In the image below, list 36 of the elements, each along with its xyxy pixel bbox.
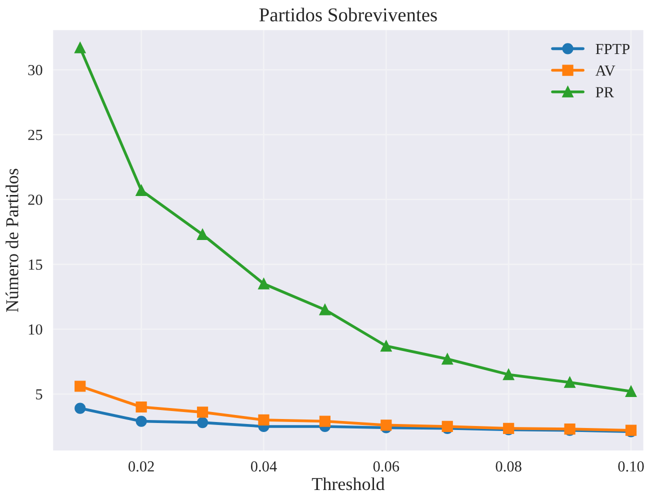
x-axis-title: Threshold [312,477,385,490]
legend-label: AV [595,66,616,76]
x-tick-label: 0.10 [618,461,644,472]
point [380,340,392,352]
point [503,369,514,380]
x-tick-label: 0.04 [250,461,277,472]
y-tick-label: 5 [36,389,42,400]
point [319,304,331,316]
point [74,380,86,392]
y-tick-label: 10 [28,324,42,335]
y-tick-label: 25 [28,130,42,140]
point [625,386,637,397]
point [258,414,270,426]
point [196,417,208,428]
point [74,42,86,54]
point [136,401,147,413]
point [319,416,331,427]
x-tick-label: 0.08 [496,461,522,472]
point [380,420,392,431]
point [258,278,270,290]
point [136,416,147,427]
point [196,228,208,240]
y-tick-label: 20 [28,194,42,205]
legend-label: PR [596,87,614,98]
y-axis-title: Número de Partidos [6,168,18,312]
y-tick-label: 30 [28,64,42,76]
point [74,402,86,414]
point [136,184,147,196]
chart-title: Partidos Sobreviventes [259,8,437,22]
point [564,376,576,388]
point [196,406,208,418]
x-tick-label: 0.06 [373,461,400,472]
legend-label: FPTP [596,44,630,54]
point [442,353,453,365]
y-tick-label: 15 [28,260,42,270]
x-tick-label: 0.02 [128,461,154,472]
